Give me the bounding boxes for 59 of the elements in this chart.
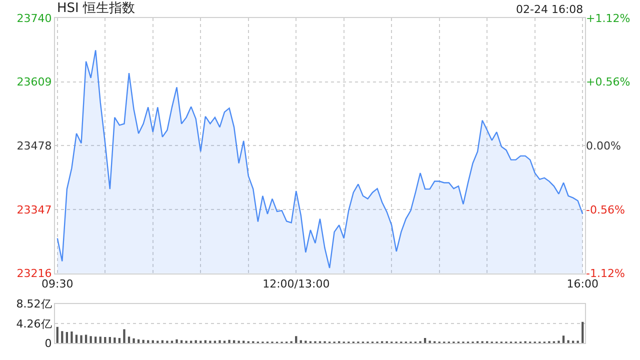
y-tick-label: 23478 [16,140,52,153]
bar [209,340,212,344]
bar [304,340,307,344]
bar [123,329,126,344]
bar [132,338,135,344]
bar [90,336,92,344]
bar [94,336,97,344]
bar [104,337,106,344]
bar [80,335,82,344]
bar [70,332,73,344]
bar [99,336,102,344]
bar [56,326,58,344]
y-tick-label: 23609 [16,76,52,89]
text: 02-24 16:08 [516,3,584,16]
bar [190,340,192,344]
bar [223,340,226,344]
y2-tick-label: +1.12% [586,12,630,25]
bar [200,340,202,344]
bar [118,338,121,344]
y-tick-label: 23216 [16,267,52,280]
bar [582,322,584,344]
y-tick-label: 8.52亿 [16,298,52,311]
bar [567,340,570,344]
y2-tick-label: -0.56% [586,203,625,216]
bar [218,340,221,344]
bar [576,340,579,344]
bar [75,334,78,344]
y-tick-label: 23347 [16,203,52,216]
x-tick-label: 12:00/13:00 [262,278,330,291]
y2-tick-label: +0.56% [586,76,630,89]
y2-tick-label: 0.00% [586,140,621,153]
y-tick-label: 4.26亿 [16,317,52,330]
bar [114,338,116,344]
chart-title: HSI 恒生指数 [57,1,135,16]
bar [61,331,64,344]
bar [558,340,560,344]
bar [572,340,574,344]
bar [66,332,68,344]
bar [170,340,174,344]
bar [84,334,88,344]
bar [156,340,159,344]
bar [424,338,426,344]
y-tick-label: 23740 [16,12,52,25]
bar [185,340,188,344]
y2-tick-label: -1.12% [586,267,625,280]
bar [242,340,245,344]
bar [214,340,216,344]
bar [108,337,111,344]
y-tick-label: 0 [44,336,52,350]
bar [128,336,130,344]
bar [176,339,178,344]
bar [295,336,298,344]
bar [166,340,168,344]
bar [428,340,431,344]
bar [228,340,230,344]
bar [562,336,565,344]
x-tick-label: 09:30 [42,278,74,291]
x-tick-label: 16:00 [566,278,598,291]
bar [238,340,240,344]
